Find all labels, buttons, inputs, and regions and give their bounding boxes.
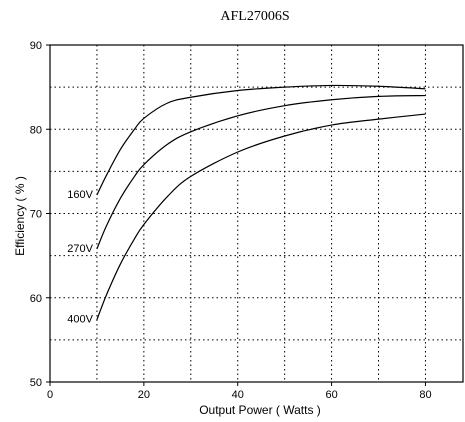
x-tick-label: 60: [325, 389, 337, 401]
y-tick-label: 80: [30, 124, 42, 136]
series-line-400V: [96, 113, 426, 320]
chart-title: AFL27006S: [220, 9, 289, 24]
series-line-270V: [96, 94, 426, 250]
y-tick-label: 90: [30, 40, 42, 52]
series-labels: 160V 270V 400V: [67, 189, 93, 326]
series-label-160V: 160V: [67, 189, 93, 201]
x-tick-label: 80: [419, 389, 431, 401]
y-tick-label: 70: [30, 209, 42, 221]
y-tick-label: 60: [30, 293, 42, 305]
grid-lines: [50, 45, 463, 382]
series-line-160V: [96, 84, 426, 196]
y-axis-label: Efficiency ( % ): [13, 176, 27, 256]
x-tick-label: 20: [138, 389, 150, 401]
series-lines: [96, 84, 426, 320]
x-axis-label: Output Power ( Watts ): [199, 403, 321, 417]
y-tick-label: 50: [30, 377, 42, 389]
x-tick-label: 0: [47, 389, 53, 401]
series-label-270V: 270V: [67, 243, 93, 255]
x-tick-label: 40: [232, 389, 244, 401]
series-label-400V: 400V: [67, 314, 93, 326]
axis-ticks: 0 20 40 60 80 50 60 70 80 90: [30, 40, 432, 401]
